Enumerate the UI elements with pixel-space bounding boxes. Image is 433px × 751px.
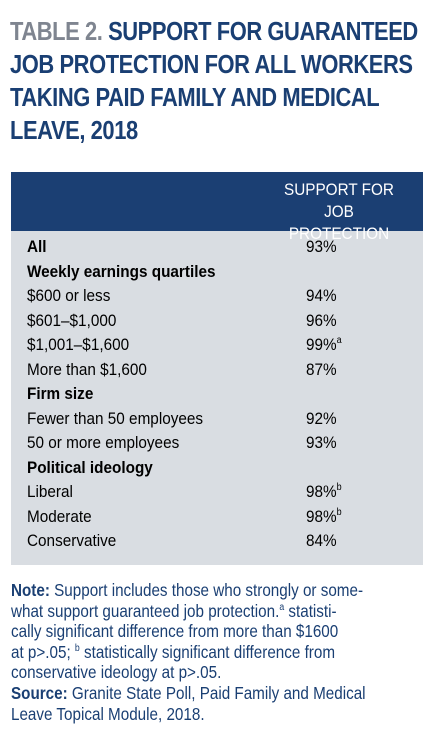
row-value-superscript: a (336, 335, 342, 346)
row-value-number: 98% (306, 506, 337, 526)
note-line-2: what support guaranteed job protection.a… (11, 601, 420, 622)
row-value-number: 87% (306, 359, 337, 379)
source-line-2: Leave Topical Module, 2018. (11, 703, 205, 724)
table-row: Firm size (11, 382, 423, 407)
table-header: SUPPORT FOR JOB PROTECTION (11, 172, 423, 243)
table-row: $600 or less 94% (11, 284, 423, 309)
row-value-number: 93% (306, 237, 337, 256)
title-prefix: TABLE 2. (10, 18, 103, 46)
table-row: $1,001–$1,600 99%a (11, 333, 423, 358)
row-value: 98%b (306, 505, 342, 530)
note-line-4: at p>.05; b statistically significant di… (11, 642, 420, 663)
title-line-1-text: SUPPORT FOR GUARANTEED (108, 18, 418, 46)
column-header-support: SUPPORT FOR JOB PROTECTION (273, 179, 404, 245)
note-text-2a: what support guaranteed job protection. (11, 600, 280, 621)
column-header-line-1: SUPPORT FOR (284, 180, 394, 199)
note-text-4a: at p>.05; (11, 641, 75, 662)
table-row: More than $1,600 87% (11, 358, 423, 383)
row-label: Moderate (27, 506, 92, 526)
title-line-3: TAKING PAID FAMILY AND MEDICAL (10, 84, 380, 112)
row-value-number: 94% (306, 286, 337, 305)
source-line-1: Source: Granite State Poll, Paid Family … (11, 683, 420, 704)
table-row: Fewer than 50 employees 92% (11, 407, 423, 432)
note-line-5: conservative ideology at p>.05. (11, 662, 222, 683)
row-label: Political ideology (27, 457, 153, 477)
table-row: Weekly earnings quartiles (11, 260, 423, 285)
column-header-line-2: JOB PROTECTION (288, 202, 390, 243)
row-value-superscript: b (336, 482, 342, 493)
note-text-1: Support includes those who strongly or s… (49, 580, 364, 600)
source-label: Source: (11, 682, 68, 703)
note-line-3: cally significant difference from more t… (11, 621, 339, 642)
row-value: 93% (306, 235, 337, 260)
table-row: Liberal 98%b (11, 480, 423, 505)
row-label: Fewer than 50 employees (27, 408, 204, 428)
row-value: 94% (306, 284, 337, 309)
row-label: Firm size (27, 384, 94, 403)
note-text-4b: statistically significant difference fro… (79, 641, 336, 662)
note-superscript-a: a (279, 601, 285, 613)
row-value-number: 92% (306, 408, 337, 428)
table-notes: Note: Support includes those who strongl… (11, 580, 420, 724)
source-text-1: Granite State Poll, Paid Family and Medi… (67, 682, 366, 703)
table-row: 50 or more employees 93% (11, 431, 423, 456)
row-label: Weekly earnings quartiles (27, 261, 216, 281)
row-value: 93% (306, 431, 337, 456)
row-value: 92% (306, 407, 337, 432)
row-value: 96% (306, 309, 337, 334)
row-value-number: 84% (306, 531, 337, 550)
row-value-number: 98% (306, 482, 337, 501)
row-value-number: 96% (306, 310, 337, 330)
note-text-2b: statisti- (284, 600, 337, 621)
row-label: $601–$1,000 (27, 310, 117, 330)
table-title: TABLE 2. SUPPORT FOR GUARANTEED JOB PROT… (10, 16, 423, 148)
row-label: More than $1,600 (27, 359, 147, 379)
row-value: 87% (306, 358, 337, 383)
row-label: $600 or less (27, 286, 111, 305)
row-label: All (27, 237, 47, 256)
table-row: All 93% (11, 235, 423, 260)
row-label: $1,001–$1,600 (27, 335, 130, 354)
table-row: Conservative 84% (11, 529, 423, 554)
row-value-number: 99% (306, 335, 337, 354)
row-label: 50 or more employees (27, 433, 180, 452)
table-row: Political ideology (11, 456, 423, 481)
title-line-4: LEAVE, 2018 (10, 117, 138, 145)
row-label: Liberal (27, 482, 73, 501)
note-line-1: Note: Support includes those who strongl… (11, 580, 420, 601)
row-label: Conservative (27, 531, 117, 550)
note-superscript-b: b (74, 642, 80, 654)
row-value: 84% (306, 529, 337, 554)
note-label: Note: (11, 580, 50, 600)
row-value: 99%a (306, 333, 342, 358)
title-line-2: JOB PROTECTION FOR ALL WORKERS (10, 51, 413, 79)
row-value: 98%b (306, 480, 342, 505)
table-row: Moderate 98%b (11, 505, 423, 530)
table-row: $601–$1,000 96% (11, 309, 423, 334)
data-table: SUPPORT FOR JOB PROTECTION All 93% Weekly … (11, 172, 423, 565)
table-body: All 93% Weekly earnings quartiles $600 or l… (11, 235, 423, 554)
title-line-1: TABLE 2. SUPPORT FOR GUARANTEED (10, 16, 423, 49)
row-value-superscript: b (336, 506, 342, 518)
row-value-number: 93% (306, 433, 337, 452)
